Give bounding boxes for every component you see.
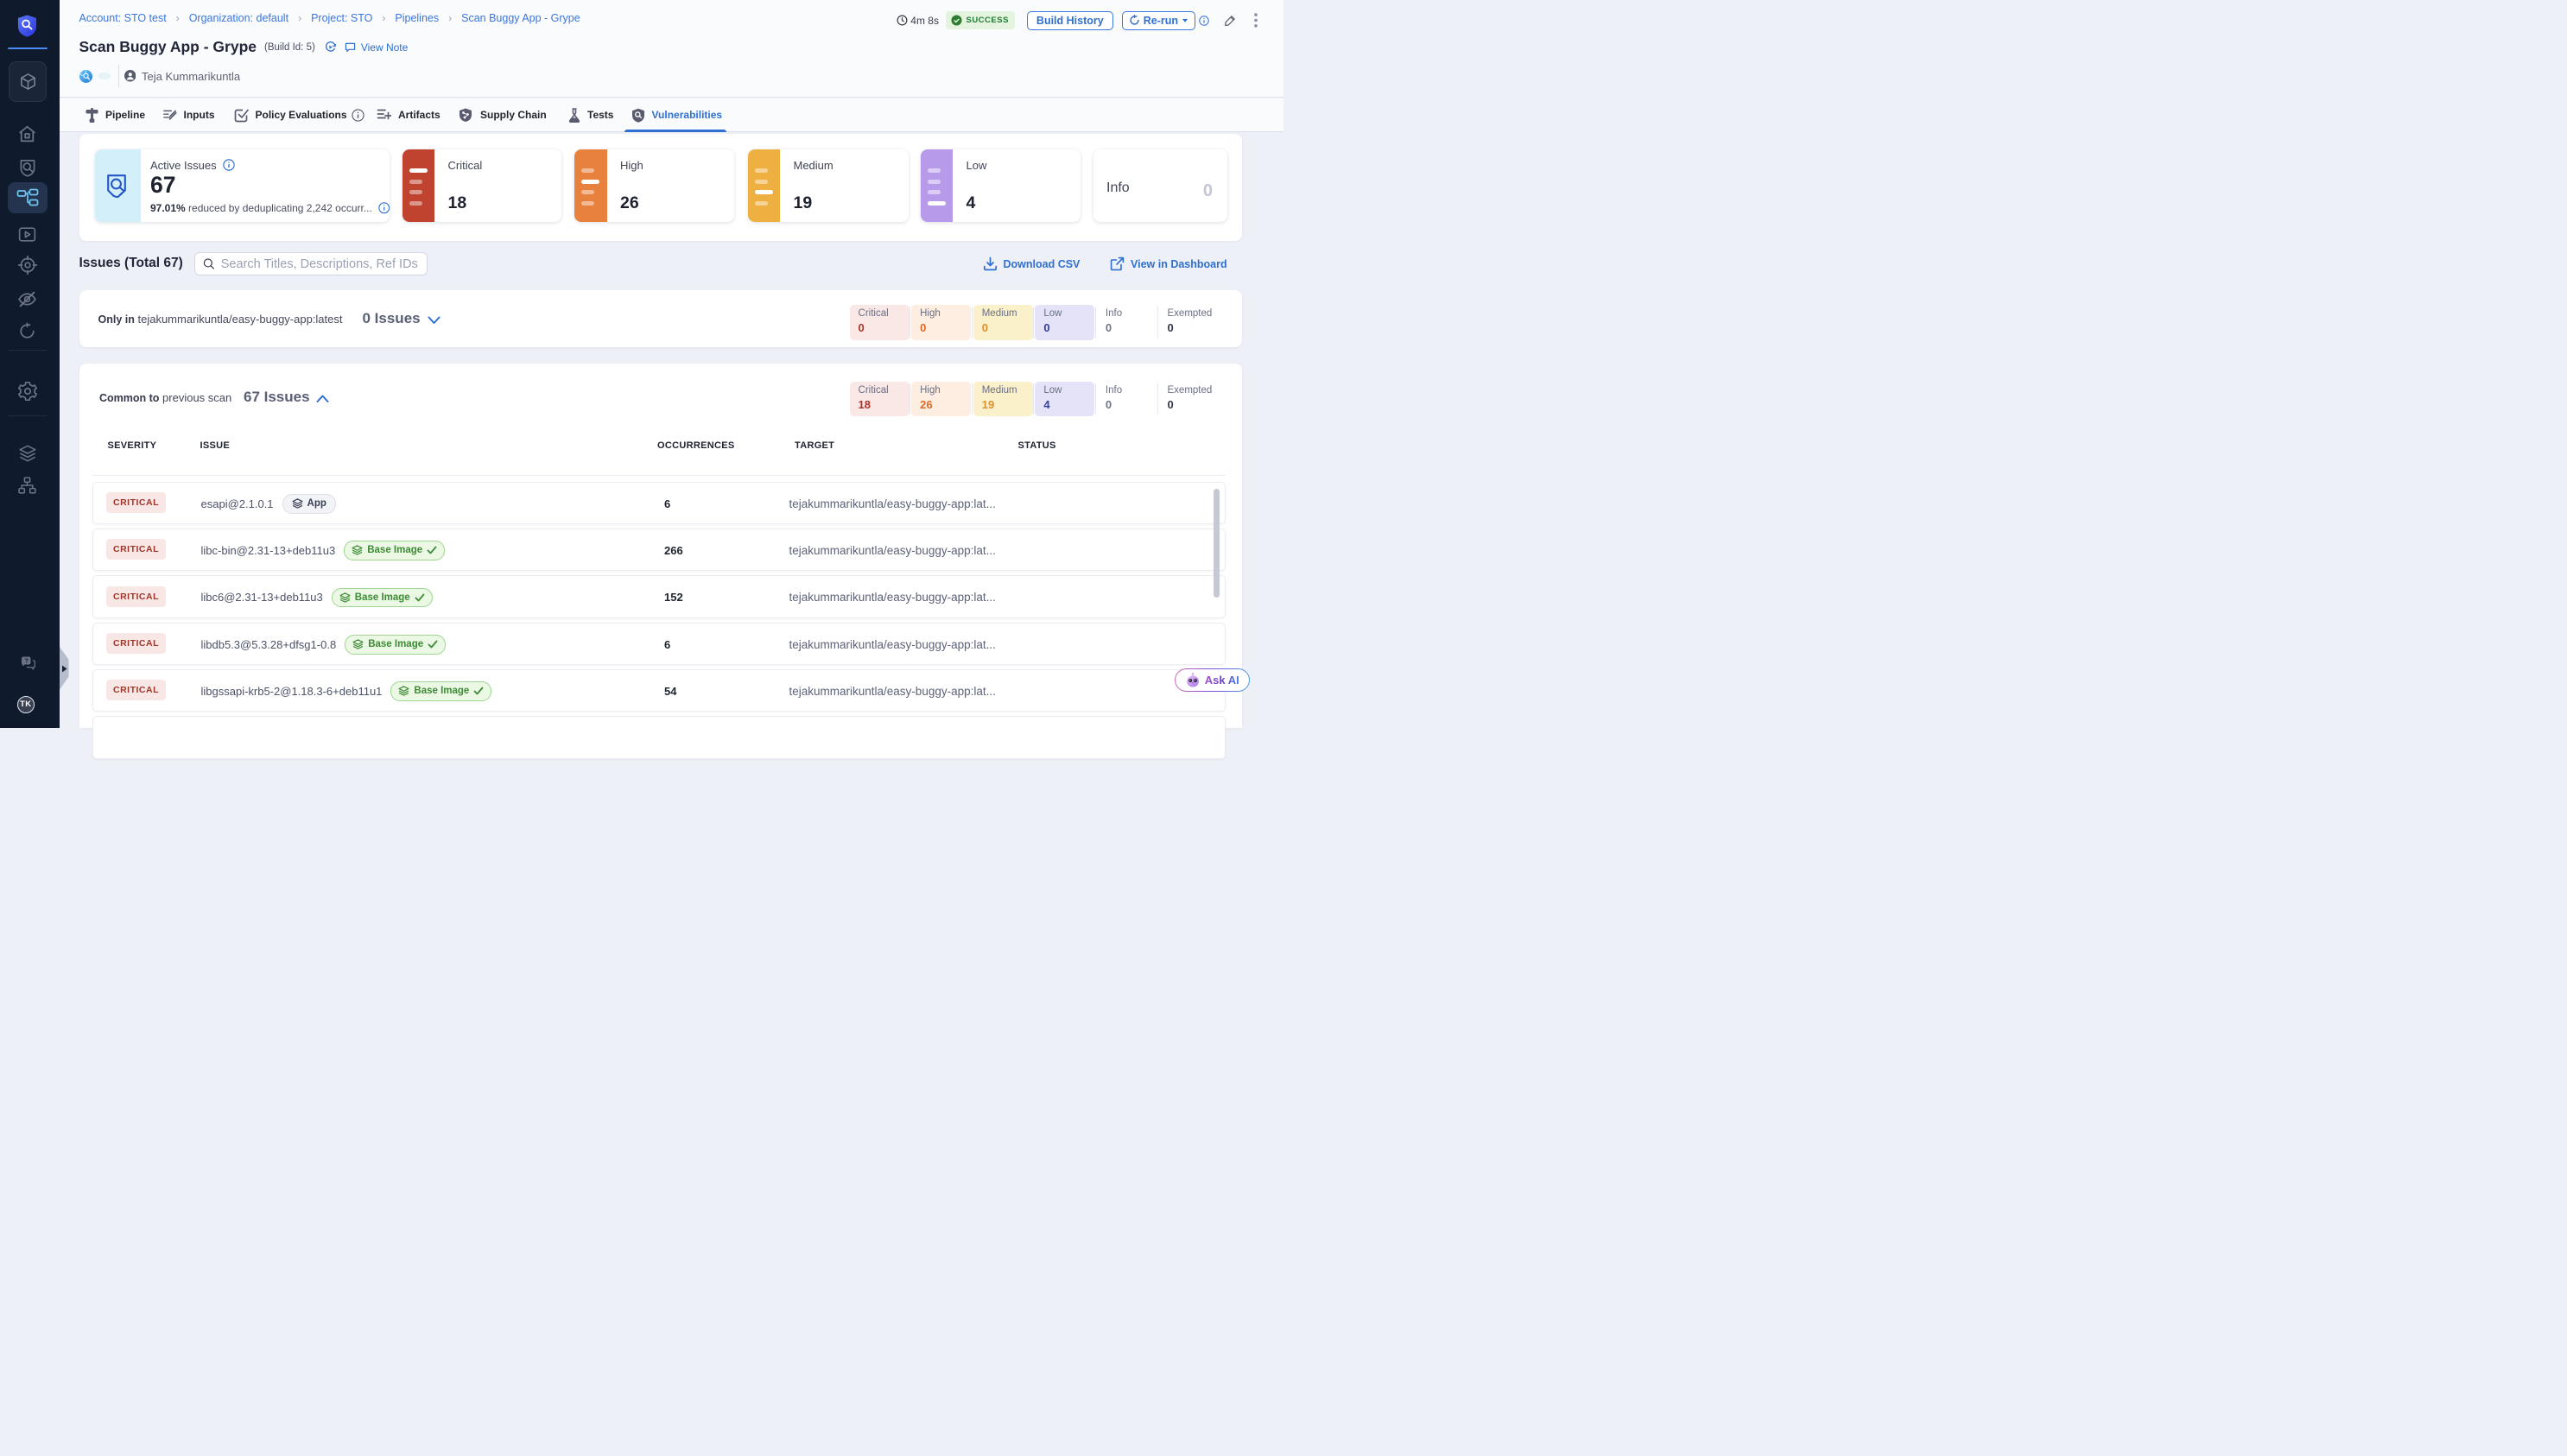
- svg-text:?: ?: [24, 656, 29, 664]
